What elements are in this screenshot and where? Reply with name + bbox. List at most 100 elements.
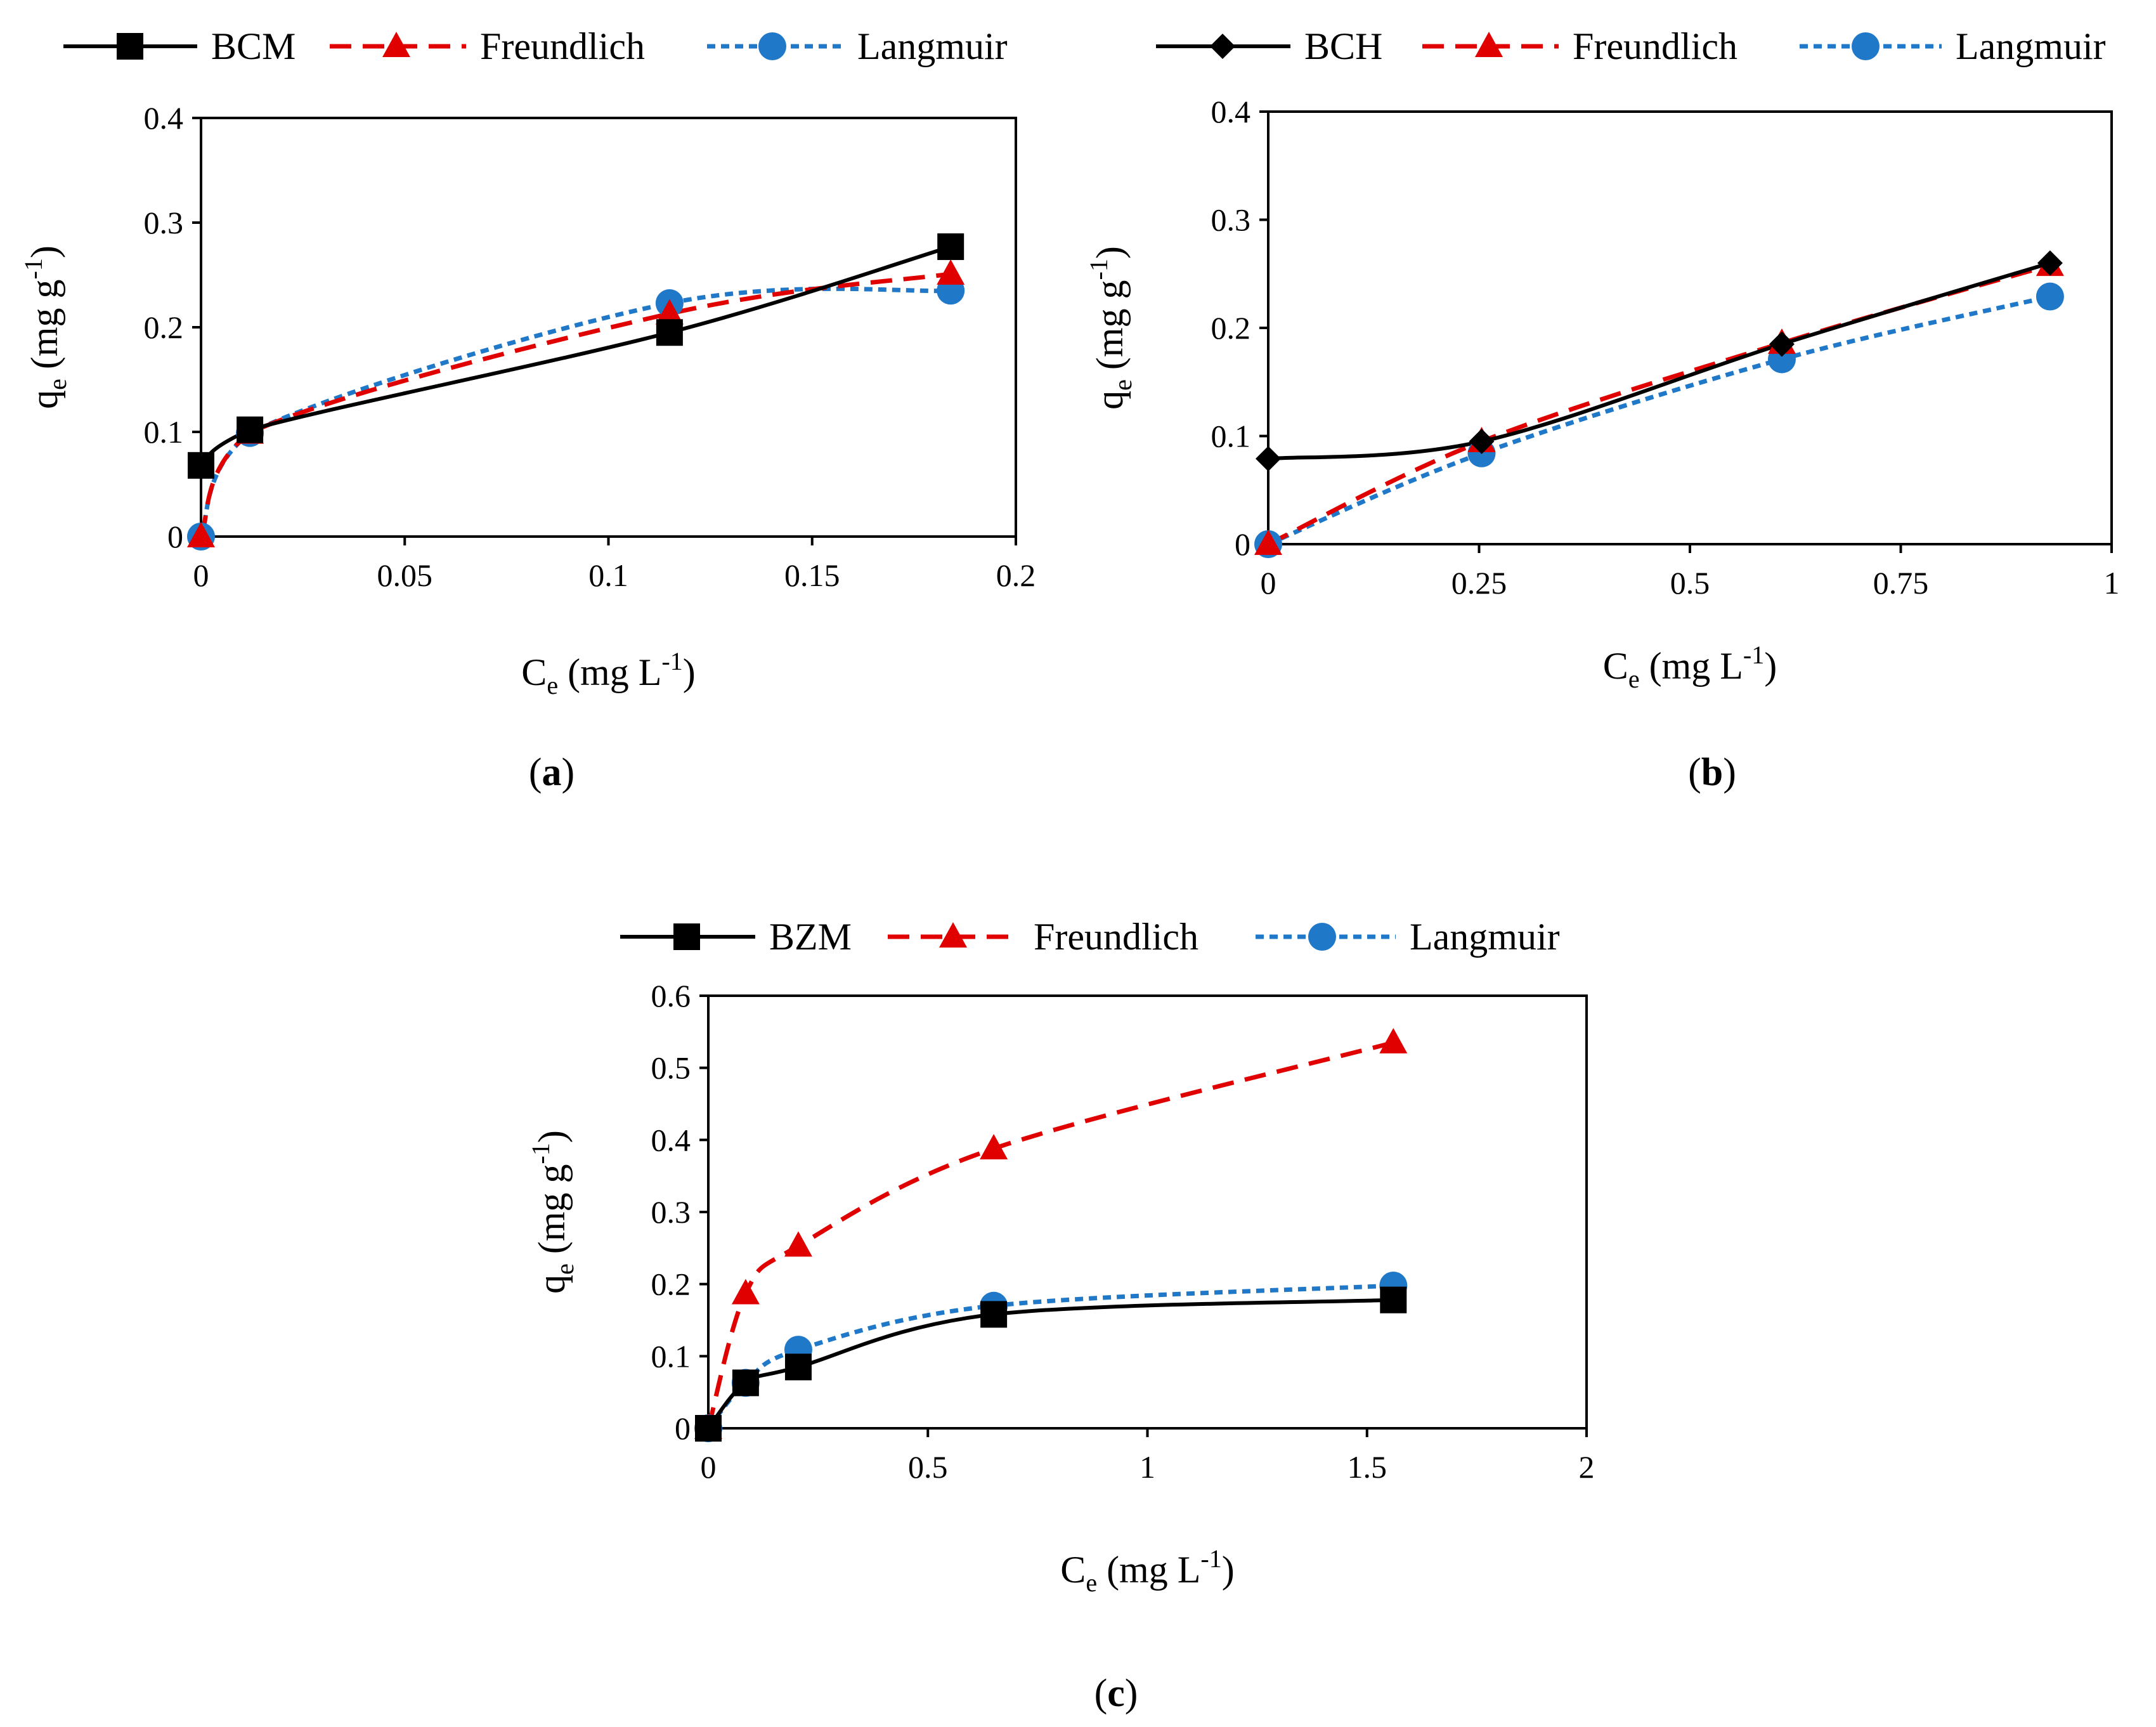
panel-label-open: (	[529, 751, 542, 794]
x-axis-title-symbol: C	[1060, 1549, 1086, 1591]
x-tick-label: 0.2	[996, 557, 1036, 593]
data-point-freundlich	[1254, 530, 1282, 555]
series-line-freundlich	[198, 271, 951, 538]
y-tick-label: 0.3	[144, 205, 184, 240]
legend-label-bzm: BZM	[769, 916, 852, 958]
x-axis-title-close: )	[1764, 645, 1777, 687]
data-point-freundlich	[187, 522, 215, 547]
legend-marker-bch	[1210, 34, 1235, 59]
legend-label-langmuir: Langmuir	[857, 25, 1008, 67]
data-point-bcm	[656, 319, 683, 346]
y-axis-title: qe (mg g-1)	[526, 1130, 579, 1294]
x-tick-label: 0.5	[908, 1449, 948, 1485]
plot-area-frame	[707, 994, 1588, 1430]
series-line-freundlich	[1267, 263, 2051, 547]
data-point-freundlich	[937, 259, 965, 285]
legend-label-bch: BCH	[1304, 25, 1382, 67]
data-point-freundlich	[1379, 1027, 1408, 1053]
legend-marker-bzm	[673, 923, 700, 950]
x-axis-title: Ce (mg L-1)	[1060, 1544, 1234, 1597]
panel-label-close: )	[562, 751, 575, 794]
x-tick-label: 0	[701, 1449, 717, 1485]
data-point-bch	[1769, 331, 1795, 357]
data-point-freundlich	[731, 1279, 760, 1305]
x-axis-title-symbol: C	[521, 651, 547, 693]
legend-marker-freundlich	[382, 32, 410, 57]
x-tick-label: 0	[193, 557, 209, 593]
panel-label-close: )	[1723, 751, 1736, 794]
y-axis-title: qe (mg g-1)	[1084, 246, 1137, 410]
y-axis-title-superscript: -1	[1084, 259, 1113, 280]
y-tick-label: 0.2	[1211, 310, 1251, 346]
legend-label-freundlich: Freundlich	[1034, 916, 1198, 958]
x-tick-label: 2	[1579, 1449, 1595, 1485]
y-axis-title-superscript: -1	[526, 1143, 555, 1164]
data-point-bzm	[695, 1415, 722, 1442]
panel-label: (b)	[1688, 751, 1736, 794]
data-point-freundlich	[980, 1133, 1008, 1159]
legend-label-langmuir: Langmuir	[1410, 916, 1560, 958]
x-axis-title-superscript: -1	[661, 647, 682, 675]
y-tick-label: 0	[167, 519, 183, 554]
data-point-bzm	[784, 1353, 812, 1381]
y-tick-label: 0.6	[651, 978, 691, 1013]
x-tick-label: 0.5	[1670, 565, 1710, 601]
x-axis-title: Ce (mg L-1)	[1603, 641, 1777, 693]
data-point-freundlich	[655, 299, 684, 325]
data-point-bzm	[732, 1369, 759, 1397]
data-point-bch	[2037, 250, 2063, 276]
y-axis-title-unit: (mg g	[531, 1164, 573, 1263]
y-tick-label: 0.4	[144, 100, 184, 136]
x-axis-title-close: )	[683, 651, 696, 693]
data-point-bcm	[188, 452, 214, 479]
y-axis-title-unit: (mg g	[23, 279, 65, 379]
y-axis-title-symbol: q	[23, 390, 65, 409]
y-tick-label: 0.4	[651, 1122, 691, 1157]
x-tick-label: 0.15	[784, 557, 840, 593]
y-tick-label: 0.1	[144, 414, 184, 450]
y-tick-label: 0.2	[651, 1267, 691, 1302]
x-tick-label: 1	[2104, 565, 2120, 601]
y-tick-label: 0.4	[1211, 94, 1251, 129]
x-axis-title-superscript: -1	[1743, 641, 1764, 669]
y-tick-label: 0.1	[1211, 419, 1251, 454]
y-tick-label: 0	[675, 1411, 691, 1446]
x-axis-title-subscript: e	[547, 671, 558, 700]
data-point-freundlich	[784, 1231, 812, 1257]
legend-label-langmuir: Langmuir	[1956, 25, 2106, 67]
legend-marker-langmuir	[1308, 923, 1336, 951]
legend-label-freundlich: Freundlich	[480, 25, 645, 67]
x-axis-title-unit: (mg L	[1097, 1549, 1200, 1591]
x-axis-title-subscript: e	[1628, 665, 1640, 693]
y-axis-title-close: )	[1089, 246, 1131, 259]
panel-label: (c)	[1094, 1672, 1138, 1715]
x-tick-label: 1.5	[1348, 1449, 1387, 1485]
data-point-bzm	[980, 1301, 1008, 1328]
legend-marker-freundlich	[939, 922, 967, 948]
legend-label-bcm: BCM	[211, 25, 295, 67]
x-axis-title-subscript: e	[1086, 1568, 1097, 1597]
legend-marker-bcm	[117, 33, 143, 60]
series-line-freundlich	[706, 1040, 1394, 1429]
x-axis-title-unit: (mg L	[1640, 645, 1743, 687]
y-tick-label: 0.1	[651, 1338, 691, 1374]
y-axis-title: qe (mg g-1)	[19, 245, 72, 409]
y-axis-title-subscript: e	[43, 379, 72, 390]
data-point-bch	[1469, 429, 1495, 455]
x-tick-label: 0.1	[588, 557, 628, 593]
chart-panel-b: 0 0.25 0.5 0.75 100.10.20.30.4Ce (mg L-1)qe …	[1084, 25, 2120, 794]
y-tick-label: 0	[1235, 526, 1250, 562]
x-axis-title: Ce (mg L-1)	[521, 647, 695, 700]
y-axis-title-symbol: q	[1089, 391, 1131, 410]
panel-label: (a)	[529, 751, 575, 794]
y-axis-title-subscript: e	[550, 1263, 579, 1275]
y-axis-title-close: )	[531, 1130, 573, 1143]
x-tick-label: 0.05	[377, 557, 433, 593]
panel-label-letter: b	[1701, 751, 1723, 794]
y-axis-title-subscript: e	[1108, 379, 1137, 391]
x-axis-title-close: )	[1222, 1549, 1235, 1591]
panel-label-open: (	[1688, 751, 1701, 794]
series-line-bch	[1268, 261, 2051, 461]
y-axis-title-superscript: -1	[19, 258, 48, 279]
